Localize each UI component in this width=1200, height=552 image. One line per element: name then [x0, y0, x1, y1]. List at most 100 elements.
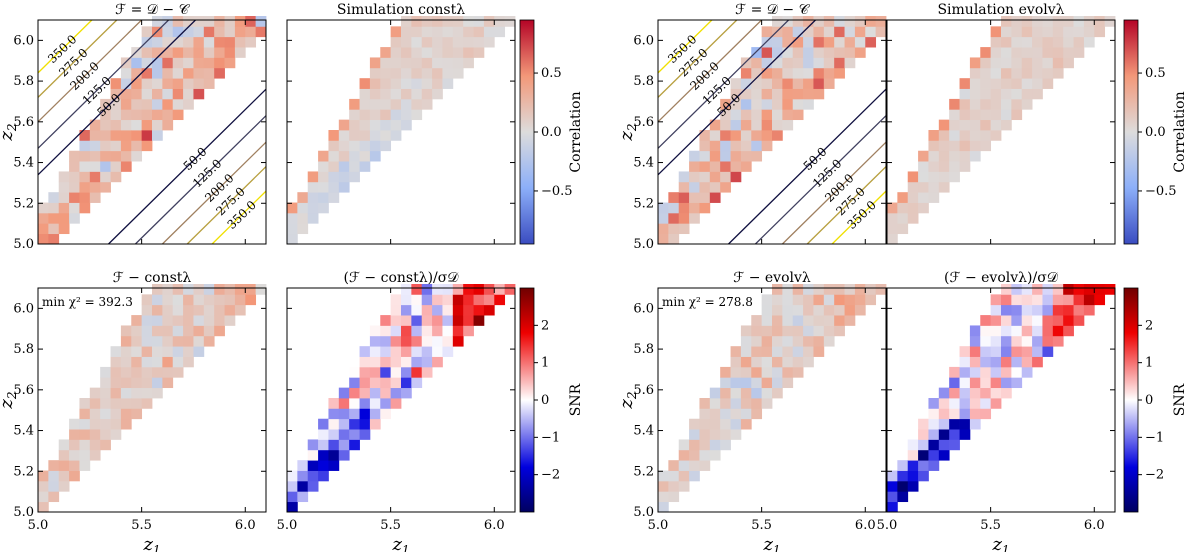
heatmap-cell — [1021, 26, 1033, 38]
heatmap-cell — [494, 294, 506, 306]
x-axis-label: z1 — [991, 534, 1009, 552]
heatmap-cell — [751, 377, 763, 389]
heatmap-cell — [782, 26, 794, 38]
heatmap-cell — [1052, 36, 1064, 48]
heatmap-cell — [761, 366, 773, 378]
heatmap-cell — [120, 130, 132, 141]
heatmap-cell — [390, 67, 402, 79]
heatmap-cell — [730, 130, 742, 141]
heatmap-cell — [720, 429, 731, 440]
heatmap-cell — [463, 47, 474, 58]
heatmap-cell — [421, 315, 433, 326]
heatmap-cell — [730, 88, 742, 100]
heatmap-cell — [823, 57, 835, 69]
heatmap-cell — [411, 284, 423, 295]
heatmap-cell — [761, 78, 773, 89]
heatmap-cell — [949, 140, 960, 152]
heatmap-cell — [959, 130, 971, 141]
x-axis-label: z1 — [391, 534, 409, 552]
heatmap-cell — [699, 460, 711, 471]
heatmap-cell — [38, 470, 49, 482]
contour-line — [657, 19, 790, 149]
y-tick-label: 5.6 — [13, 115, 34, 130]
heatmap-cell — [307, 439, 319, 451]
heatmap-cell — [152, 356, 163, 368]
heatmap-cell — [990, 67, 1002, 79]
contour-line — [108, 88, 267, 245]
heatmap-cell — [709, 130, 721, 141]
heatmap-cell — [834, 294, 845, 306]
heatmap-cell — [658, 233, 669, 245]
heatmap-cell — [990, 98, 1002, 110]
heatmap-cell — [990, 398, 1002, 409]
heatmap-cell — [390, 119, 402, 131]
heatmap-cell — [234, 36, 246, 48]
heatmap-cell — [658, 480, 669, 492]
heatmap-cell — [359, 356, 371, 368]
heatmap-cell — [328, 140, 340, 152]
heatmap-cell — [740, 366, 752, 378]
heatmap-cell — [100, 418, 111, 430]
heatmap-cell — [162, 304, 174, 316]
colorbar-tick-label: 0.5 — [1145, 66, 1166, 81]
heatmap-cell — [772, 366, 783, 378]
heatmap-cell — [432, 356, 443, 368]
heatmap-cell — [658, 202, 669, 214]
heatmap-cell — [740, 150, 752, 162]
y-tick-label: 6.0 — [633, 33, 654, 48]
ticks — [286, 20, 515, 245]
heatmap-cell — [949, 109, 960, 121]
heatmap-cell — [110, 398, 122, 409]
contour-line — [37, 19, 118, 98]
heatmap-cell — [782, 346, 794, 357]
heatmap-cell — [349, 109, 360, 121]
heatmap-cell — [380, 377, 392, 389]
x-tick-label: 5.0 — [28, 518, 49, 533]
heatmap-cell — [678, 181, 690, 193]
heatmap-cell — [69, 460, 80, 471]
colorbar-tick-label: 2 — [1145, 318, 1153, 333]
panel-frame — [886, 19, 1116, 245]
y-tick-label: 5.4 — [13, 424, 34, 439]
heatmap-cell — [782, 366, 794, 378]
heatmap-cell — [782, 78, 794, 89]
heatmap-cells — [887, 284, 1116, 513]
heatmap-cell — [390, 335, 402, 347]
heatmap-cell — [854, 16, 866, 27]
heatmap-cell — [100, 439, 111, 451]
heatmap-cell — [865, 294, 877, 306]
heatmap-cell — [1011, 67, 1023, 79]
heatmap-cell — [751, 150, 763, 162]
heatmap-cell — [1073, 315, 1085, 326]
heatmap-cell — [740, 119, 752, 131]
heatmap-cell — [803, 98, 814, 110]
heatmap-cell — [297, 480, 309, 492]
heatmap-cell — [152, 47, 163, 58]
heatmap-cells — [287, 16, 516, 245]
heatmap-cell — [730, 119, 742, 131]
heatmap-cell — [131, 98, 143, 110]
heatmap-cell — [1021, 57, 1033, 69]
heatmap-cell — [359, 346, 371, 357]
heatmap-cell — [359, 98, 371, 110]
heatmap-cell — [678, 192, 690, 203]
heatmap-cell — [1011, 304, 1023, 316]
heatmap-cell — [782, 335, 794, 347]
heatmap-cell — [369, 346, 381, 357]
heatmap-cell — [1052, 315, 1064, 326]
heatmap-cell — [792, 88, 804, 100]
heatmap-cell — [380, 98, 392, 110]
heatmap-cell — [69, 181, 80, 193]
heatmap-cell — [172, 315, 184, 326]
heatmap-cell — [349, 98, 360, 110]
heatmap-cell — [1021, 294, 1033, 306]
contour-line — [134, 115, 267, 245]
heatmap-cell — [990, 26, 1002, 38]
heatmap-cell — [359, 78, 371, 89]
heatmap-cell — [421, 284, 433, 295]
panel-title: (ℱ − constλ)/σ𝒟 — [344, 270, 460, 286]
heatmap-cell — [349, 387, 360, 399]
y-tick-label: 5.0 — [633, 505, 654, 520]
heatmap-cell — [980, 140, 992, 152]
heatmap-cell — [803, 325, 814, 337]
